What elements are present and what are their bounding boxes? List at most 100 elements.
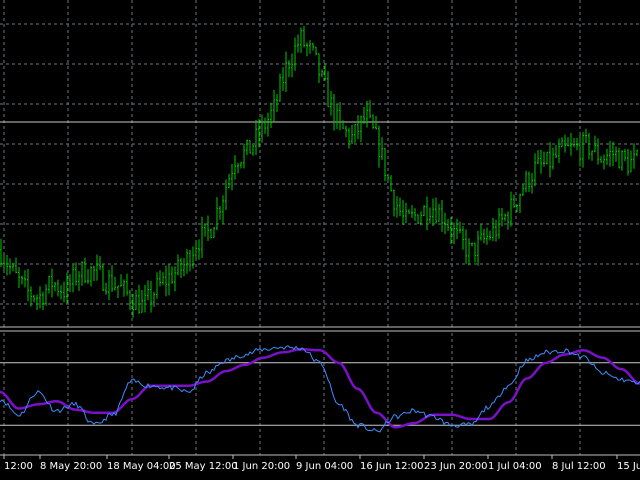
price-bar (576, 137, 578, 151)
price-bar (411, 205, 413, 219)
price-bar (570, 132, 572, 156)
price-bar (438, 203, 440, 222)
price-bar (321, 69, 323, 78)
time-axis-label: 8 May 20:00 (40, 461, 102, 472)
price-bar (552, 147, 554, 170)
price-bar (294, 37, 296, 71)
price-bar (189, 249, 191, 272)
price-bar (582, 131, 584, 168)
price-bar (372, 114, 374, 129)
price-bar (627, 149, 629, 176)
price-bar (210, 228, 212, 239)
price-bar (402, 200, 404, 226)
price-bar (261, 114, 263, 143)
price-bar (120, 274, 122, 287)
price-bar (336, 103, 338, 130)
price-bar (540, 149, 542, 174)
price-bar (225, 179, 227, 211)
price-bar (591, 150, 593, 161)
price-bar (150, 280, 152, 313)
price-bar (477, 230, 479, 266)
price-bar (255, 119, 257, 156)
price-bar (36, 294, 38, 311)
time-axis-label: 1 Jul 04:00 (488, 461, 542, 472)
price-bar (204, 223, 206, 237)
price-bar (357, 115, 359, 140)
price-bar (492, 217, 494, 241)
price-bar (198, 239, 200, 260)
price-bar (579, 134, 581, 167)
price-bar (252, 144, 254, 156)
price-bar (435, 197, 437, 224)
price-bar (84, 257, 86, 284)
price-bar (309, 40, 311, 54)
price-bar (279, 73, 281, 102)
price-bar (39, 286, 41, 309)
price-bar (360, 115, 362, 143)
price-bar (483, 228, 485, 244)
price-bar (513, 194, 515, 208)
price-bar (270, 102, 272, 129)
price-bar (297, 34, 299, 53)
time-axis-label: 23 Jun 20:00 (424, 461, 488, 472)
price-bar (366, 100, 368, 128)
price-bar (231, 163, 233, 191)
price-bar (546, 151, 548, 165)
price-bar (414, 208, 416, 221)
price-bar (609, 140, 611, 167)
price-bar (237, 162, 239, 174)
price-bar (480, 224, 482, 241)
price-bar (207, 215, 209, 241)
price-bar (168, 263, 170, 296)
price-bar (48, 275, 50, 294)
price-bar (621, 150, 623, 171)
price-bar (219, 206, 221, 220)
price-bar (63, 281, 65, 303)
price-bar (468, 238, 470, 266)
price-bar (75, 262, 77, 286)
price-bar (342, 120, 344, 129)
price-bar (444, 212, 446, 235)
price-bar (408, 209, 410, 214)
price-bar (393, 189, 395, 217)
price-bar (213, 227, 215, 239)
price-bar (600, 156, 602, 163)
price-bar (333, 94, 335, 131)
price-bar (99, 256, 101, 270)
price-bar (78, 271, 80, 291)
price-bars (0, 25, 638, 318)
price-bar (51, 268, 53, 298)
price-bar (108, 269, 110, 301)
time-axis-label: 16 Jun 12:00 (360, 461, 424, 472)
price-bar (636, 149, 638, 157)
price-bar (429, 207, 431, 224)
price-bar (240, 161, 242, 169)
price-bar (558, 138, 560, 163)
price-bar (633, 143, 635, 169)
price-bar (60, 285, 62, 300)
price-bar (330, 90, 332, 116)
price-bar (135, 289, 137, 311)
price-bar (585, 128, 587, 144)
price-bar (0, 238, 2, 267)
price-bar (474, 242, 476, 263)
price-bar (183, 258, 185, 277)
price-bar (123, 279, 125, 297)
price-bar (534, 153, 536, 187)
price-bar (543, 151, 545, 167)
price-bar (450, 217, 452, 245)
price-bar (228, 173, 230, 189)
price-bar (630, 150, 632, 173)
price-bar (324, 63, 326, 81)
price-bar (615, 146, 617, 162)
price-bar (606, 148, 608, 165)
price-bar (561, 137, 563, 148)
price-bar (42, 291, 44, 311)
price-bar (456, 218, 458, 240)
price-bar (537, 150, 539, 165)
price-bar (273, 89, 275, 122)
price-bar (327, 71, 329, 108)
price-bar (399, 197, 401, 217)
